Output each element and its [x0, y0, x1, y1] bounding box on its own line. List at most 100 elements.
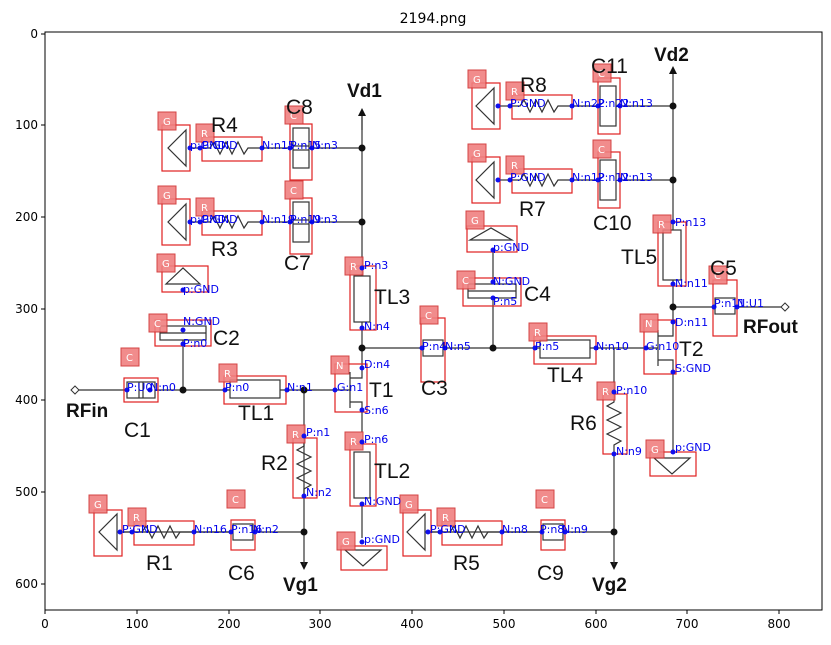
pin-label: P:GND	[430, 523, 466, 536]
label-tl1: TL1	[238, 402, 274, 425]
label-c1: C1	[124, 419, 151, 442]
pin-dots	[117, 103, 740, 545]
label-c8: C8	[286, 96, 313, 119]
tag-text: C	[290, 186, 297, 197]
pin-label: N:n12	[572, 171, 605, 184]
label-c10: C10	[593, 212, 632, 235]
pin-label: N:n8	[502, 523, 528, 536]
pin-label: P:GND	[202, 139, 238, 152]
tag-text: R	[201, 203, 208, 214]
pin-label: P:n22	[598, 97, 629, 110]
tag-text: C	[154, 319, 161, 330]
pin-label: P:GND	[202, 213, 238, 226]
label-rfin: RFin	[66, 401, 108, 422]
pin-label: N:GND	[364, 495, 401, 508]
x-tick-label: 500	[493, 617, 516, 631]
pin-label: N:n11	[675, 277, 708, 290]
tag-text: G	[162, 259, 170, 270]
tag-text: C	[462, 276, 469, 287]
pin-label: N:n0	[150, 381, 176, 394]
tag-text: G	[94, 500, 102, 511]
label-vd2: Vd2	[654, 45, 689, 66]
tag-text: C	[126, 353, 133, 364]
pin-label: P:GND	[510, 97, 546, 110]
label-r8: R8	[520, 74, 547, 97]
pin-label: D:n4	[364, 358, 390, 371]
tag-text: C	[714, 271, 721, 282]
pin-label: N:U1	[737, 297, 764, 310]
tag-text: G	[651, 445, 659, 456]
pin-label: G:n10	[646, 340, 679, 353]
label-c11: C11	[591, 55, 628, 78]
tag-text: R	[292, 430, 299, 441]
pin-label: P:n3	[364, 259, 388, 272]
pin-labels: P:GND N:n15 P:n15 N:n3 p:GND P:GND N:n19…	[122, 97, 764, 546]
label-c3: C3	[421, 377, 448, 400]
label-c2: C2	[213, 327, 240, 350]
tag-text: C	[598, 69, 605, 80]
tag-text: R	[350, 262, 357, 273]
pin-label: P:GND	[510, 171, 546, 184]
label-c4: C4	[524, 283, 551, 306]
tag-text: N	[336, 361, 343, 372]
pin-label: P:n0	[225, 381, 249, 394]
tag-text: G	[473, 75, 481, 86]
label-c9: C9	[537, 562, 564, 585]
y-tick-label: 200	[15, 210, 38, 224]
tag-text: R	[442, 513, 449, 524]
label-r4: R4	[211, 114, 238, 137]
tag-text: C	[290, 111, 297, 122]
label-tl3: TL3	[374, 286, 410, 309]
tag-text: R	[350, 437, 357, 448]
resistor-symbols	[132, 98, 623, 540]
label-t2: T2	[679, 338, 704, 361]
component-tags: G G G G G G G G G G R R R R R R R R R R …	[88, 63, 728, 551]
pin-label: P:n12	[598, 171, 629, 184]
label-rfout: RFout	[743, 317, 799, 338]
x-tick-label: 100	[126, 617, 149, 631]
pin-label: N:n3	[312, 139, 338, 152]
tag-text: R	[133, 513, 140, 524]
tag-text: G	[163, 191, 171, 202]
pin-label: N:n9	[562, 523, 588, 536]
label-vg2: Vg2	[592, 575, 627, 596]
x-tick-label: 400	[401, 617, 424, 631]
label-r1: R1	[146, 552, 173, 575]
x-axis	[44, 610, 780, 614]
pin-label: S:n6	[364, 404, 389, 417]
tag-text: R	[224, 369, 231, 380]
pin-label: P:n0	[183, 337, 207, 350]
pin-label: P:n4	[422, 340, 446, 353]
pin-label: p:GND	[493, 241, 529, 254]
pin-label: p:GND	[190, 139, 226, 152]
tag-text: R	[201, 129, 208, 140]
tag-text: C	[598, 145, 605, 156]
label-r7: R7	[519, 198, 546, 221]
label-c7: C7	[284, 252, 311, 275]
pin-label: P:n13	[675, 216, 706, 229]
pin-label: N:n4	[364, 320, 390, 333]
transistor-symbols	[337, 320, 674, 410]
plot-frame	[44, 31, 823, 611]
y-tick-label: 0	[30, 27, 38, 41]
figure-title: 2194.png	[400, 11, 467, 27]
label-t1: T1	[369, 379, 394, 402]
y-tick-label: 100	[15, 118, 38, 132]
pin-label: N:n3	[312, 213, 338, 226]
component-labels: R4 C8 R3 C7 C2 C1 TL1 TL3 T1 R2 TL2 R1 C…	[66, 45, 799, 596]
pin-label: N:n10	[596, 340, 629, 353]
label-tl2: TL2	[374, 460, 410, 483]
pin-label: N:GND	[183, 315, 220, 328]
y-tick-label: 600	[15, 577, 38, 591]
pin-label: P:n10	[616, 384, 647, 397]
x-tick-label: 200	[218, 617, 241, 631]
pin-label: P:n5	[535, 340, 559, 353]
pin-label: N:GND	[493, 275, 530, 288]
label-r3: R3	[211, 238, 238, 261]
pin-label: P:n19	[290, 213, 321, 226]
pin-label: P:n11	[714, 297, 745, 310]
supply-arrows	[300, 66, 677, 570]
x-tick-label: 300	[309, 617, 332, 631]
tag-text: R	[511, 87, 518, 98]
tag-text: G	[163, 117, 171, 128]
